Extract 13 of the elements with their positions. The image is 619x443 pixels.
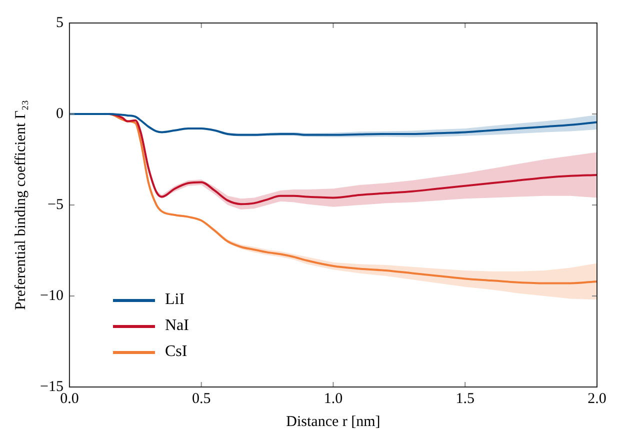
- y-tick-label: −10: [40, 288, 64, 304]
- legend-label: LiI: [165, 290, 185, 310]
- legend-label: CsI: [165, 342, 188, 362]
- y-tick-label: 0: [56, 106, 64, 122]
- y-tick-label: 5: [56, 14, 64, 31]
- legend-label: NaI: [165, 316, 189, 336]
- y-axis-title: Preferential binding coefficient Γ₂₃: [12, 100, 29, 310]
- x-axis-title: Distance r [nm]: [286, 414, 380, 430]
- x-tick-label: 1.0: [324, 390, 343, 407]
- x-tick-label: 1.5: [456, 390, 474, 407]
- y-tick-label: −5: [47, 196, 64, 213]
- x-tick-label: 2.0: [588, 390, 606, 407]
- x-tick-label: 0.5: [192, 390, 211, 407]
